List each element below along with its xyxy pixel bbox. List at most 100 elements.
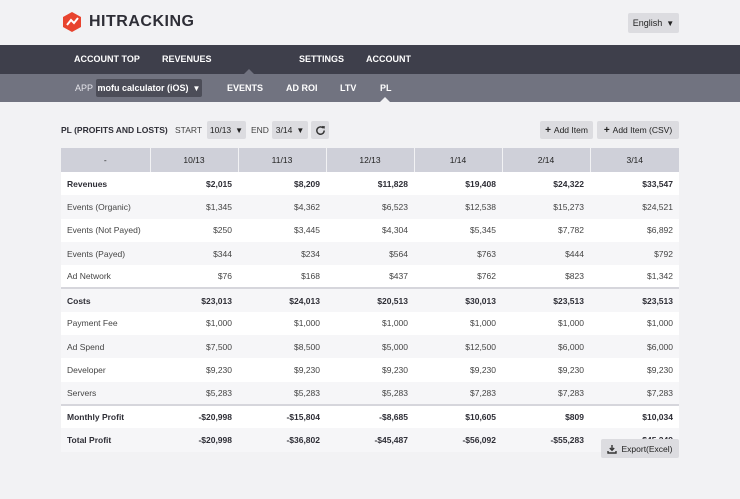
pl-toolbar: PL (PROFITS AND LOSTS) START 10/13 ▼ END…: [61, 120, 679, 140]
table-cell: $23,513: [502, 287, 590, 312]
active-indicator: [244, 69, 254, 74]
table-cell: $19,408: [414, 172, 502, 196]
active-indicator: [380, 97, 390, 102]
refresh-button[interactable]: [311, 121, 329, 139]
table-cell: $7,283: [502, 381, 590, 405]
app-label: APP: [75, 83, 94, 93]
add-item-csv-label: Add Item (CSV): [612, 125, 673, 135]
row-label: Total Profit: [61, 428, 150, 452]
column-header: 1/14: [413, 148, 502, 172]
row-label: Events (Organic): [61, 195, 150, 219]
table-cell: $444: [502, 241, 590, 266]
row-label: Monthly Profit: [61, 403, 150, 429]
row-label: Events (Payed): [61, 241, 150, 266]
table-row: Payment Fee $1,000 $1,000 $1,000 $1,000 $1,00…: [61, 311, 679, 336]
table-cell: $5,000: [326, 335, 414, 359]
table-cell: $5,283: [150, 381, 238, 405]
table-cell: $9,230: [502, 358, 590, 382]
subnav-ltv[interactable]: LTV: [340, 83, 357, 93]
table-row: Events (Payed) $344 $234 $564 $763 $444 $792: [61, 241, 679, 266]
subnav-pl[interactable]: PL: [380, 83, 392, 93]
language-select[interactable]: English ▼: [628, 13, 679, 33]
nav-account[interactable]: ACCOUNT: [366, 54, 411, 64]
table-cell: $809: [502, 403, 590, 429]
table-cell: $1,000: [238, 311, 326, 336]
row-label: Payment Fee: [61, 311, 150, 336]
table-cell: $23,013: [150, 287, 238, 312]
pl-table: - 10/13 11/13 12/13 1/14 2/14 3/14 Reven…: [61, 148, 679, 452]
logo-mark-icon: [63, 12, 81, 32]
pl-table-container: - 10/13 11/13 12/13 1/14 2/14 3/14 Reven…: [61, 148, 679, 452]
caret-down-icon: ▼: [666, 18, 675, 28]
caret-down-icon: ▼: [235, 125, 244, 135]
start-select[interactable]: 10/13 ▼: [207, 121, 246, 139]
table-row: Ad Spend $7,500 $8,500 $5,000 $12,500 $6,000 $…: [61, 335, 679, 359]
table-cell: $4,362: [238, 195, 326, 219]
table-cell: $20,513: [326, 287, 414, 312]
table-row: Total Profit -$20,998 -$36,802 -$45,487 -$56…: [61, 428, 679, 452]
end-select[interactable]: 3/14 ▼: [272, 121, 308, 139]
table-row: Events (Not Payed) $250 $3,445 $4,304 $5,345…: [61, 218, 679, 242]
nav-settings[interactable]: SETTINGS: [299, 54, 345, 64]
table-cell: $564: [326, 241, 414, 266]
subnav-ad-roi[interactable]: AD ROI: [286, 83, 318, 93]
start-value: 10/13: [209, 125, 232, 135]
nav-account-top[interactable]: ACCOUNT TOP: [74, 54, 140, 64]
refresh-icon: [315, 125, 325, 135]
nav-revenues[interactable]: REVENUES: [162, 54, 212, 64]
table-row: Developer $9,230 $9,230 $9,230 $9,230 $9,230 $…: [61, 358, 679, 382]
table-cell: $762: [414, 265, 502, 289]
table-cell: $6,523: [326, 195, 414, 219]
top-bar: HITRACKING English ▼: [0, 0, 740, 45]
add-item-button[interactable]: + Add Item: [540, 121, 593, 139]
table-cell: $6,000: [502, 335, 590, 359]
table-cell: $9,230: [326, 358, 414, 382]
table-cell: $76: [150, 265, 238, 289]
table-cell: -$56,092: [414, 428, 502, 452]
plus-icon: +: [545, 124, 551, 136]
table-cell: -$20,998: [150, 428, 238, 452]
table-cell: $30,013: [414, 287, 502, 312]
table-cell: $8,500: [238, 335, 326, 359]
table-cell: $1,000: [590, 311, 679, 336]
row-label: Events (Not Payed): [61, 218, 150, 242]
table-row: Revenues $2,015 $8,209 $11,828 $19,408 $24,32…: [61, 172, 679, 196]
plus-icon: +: [603, 124, 610, 136]
table-cell: $24,013: [238, 287, 326, 312]
add-item-csv-button[interactable]: + Add Item (CSV): [597, 121, 679, 139]
table-cell: $10,034: [590, 403, 679, 429]
export-excel-button[interactable]: Export(Excel): [601, 439, 679, 458]
table-cell: $7,283: [414, 381, 502, 405]
table-cell: $1,345: [150, 195, 238, 219]
table-cell: $12,500: [414, 335, 502, 359]
table-cell: $23,513: [590, 287, 679, 312]
download-icon: [607, 444, 618, 454]
column-header: 11/13: [237, 148, 326, 172]
app-select[interactable]: mofu calculator (iOS) ▼: [96, 79, 202, 97]
logo[interactable]: HITRACKING: [61, 11, 194, 33]
table-cell: $9,230: [590, 358, 679, 382]
table-cell: $1,000: [414, 311, 502, 336]
table-cell: $250: [150, 218, 238, 242]
table-cell: -$8,685: [326, 403, 414, 429]
table-cell: $5,283: [326, 381, 414, 405]
table-row: Servers $5,283 $5,283 $5,283 $7,283 $7,283 $7,…: [61, 381, 679, 405]
table-row: Events (Organic) $1,345 $4,362 $6,523 $12,53…: [61, 195, 679, 219]
table-cell: $1,342: [590, 265, 679, 289]
row-label: Ad Spend: [61, 335, 150, 359]
export-label: Export(Excel): [621, 443, 673, 454]
column-header: 12/13: [325, 148, 414, 172]
table-cell: $24,322: [502, 172, 590, 196]
table-cell: $9,230: [414, 358, 502, 382]
table-cell: $823: [502, 265, 590, 289]
subnav-events[interactable]: EVENTS: [227, 83, 264, 93]
table-cell: $2,015: [150, 172, 238, 196]
table-cell: $168: [238, 265, 326, 289]
sub-nav: APP mofu calculator (iOS) ▼ EVENTS AD RO…: [0, 74, 740, 102]
table-cell: $1,000: [150, 311, 238, 336]
end-value: 3/14: [275, 125, 293, 135]
table-cell: $234: [238, 241, 326, 266]
table-cell: $1,000: [326, 311, 414, 336]
app-select-value: mofu calculator (iOS): [97, 83, 189, 93]
table-cell: $24,521: [590, 195, 679, 219]
